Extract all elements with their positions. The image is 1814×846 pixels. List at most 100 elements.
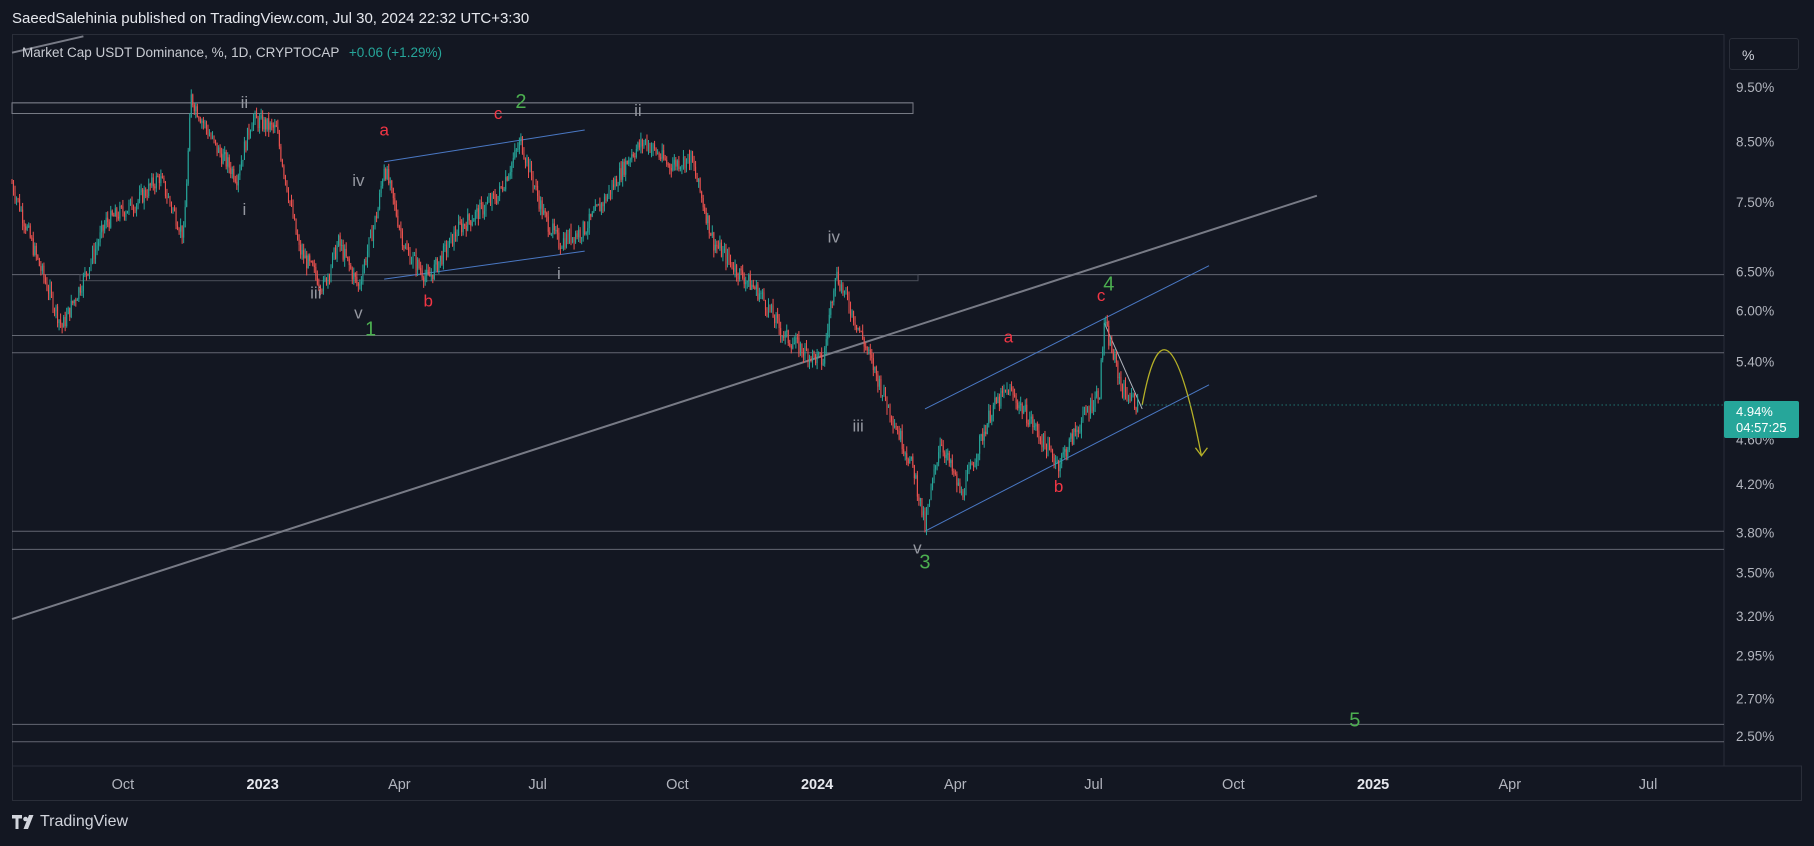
- candle-body: [253, 118, 255, 126]
- candle-body: [906, 453, 908, 459]
- wave-label: c: [494, 104, 503, 123]
- candle-body: [221, 153, 223, 164]
- candle-body: [944, 452, 946, 458]
- candle-body: [224, 151, 226, 155]
- candle-body: [459, 221, 461, 224]
- candle-body: [859, 327, 861, 332]
- candle-body: [394, 198, 396, 205]
- candle-body: [891, 417, 893, 421]
- y-tick-label: 7.50%: [1736, 195, 1774, 210]
- candle-body: [872, 358, 874, 371]
- candle-body: [839, 284, 841, 291]
- candle-body: [970, 463, 972, 469]
- candle-body: [307, 255, 309, 269]
- candle-body: [1015, 396, 1017, 403]
- candle-body: [652, 144, 654, 149]
- candle-body: [166, 195, 168, 198]
- candle-body: [177, 225, 179, 230]
- candle-body: [1020, 403, 1022, 406]
- candle-body: [830, 302, 832, 315]
- candle-body: [174, 208, 176, 211]
- candle-body: [216, 142, 218, 153]
- candle-body: [561, 247, 563, 249]
- candle-body: [521, 136, 523, 154]
- candle-body: [909, 459, 911, 464]
- candle-body: [769, 304, 771, 310]
- candle-body: [925, 513, 927, 530]
- candle-body: [766, 309, 768, 314]
- candle-body: [348, 258, 350, 266]
- candle-body: [862, 331, 864, 339]
- candle-body: [186, 183, 188, 207]
- candle-body: [218, 147, 220, 153]
- candle-body: [726, 252, 728, 264]
- candle-body: [661, 150, 663, 159]
- candle-body: [84, 271, 86, 276]
- candle-body: [875, 366, 877, 375]
- candle-body: [76, 299, 78, 301]
- candle-body: [1039, 438, 1041, 441]
- candle-body: [254, 112, 256, 119]
- candle-body: [102, 225, 104, 231]
- candle-body: [354, 273, 356, 277]
- candle-body: [152, 177, 154, 187]
- candle-body: [707, 215, 709, 224]
- candle-body: [133, 209, 135, 211]
- candle-body: [748, 274, 750, 282]
- price-axis: [1724, 34, 1802, 766]
- candle-body: [257, 118, 259, 129]
- candle-body: [145, 189, 147, 196]
- candle-body: [672, 164, 674, 171]
- wave-label: i: [243, 200, 247, 219]
- candle-body: [256, 112, 258, 119]
- candle-body: [965, 477, 967, 496]
- candle-body: [368, 237, 370, 252]
- candle-body: [465, 225, 467, 231]
- candle-body: [287, 191, 289, 201]
- candle-body: [427, 269, 429, 274]
- candle-body: [199, 119, 201, 123]
- candle-body: [581, 237, 583, 239]
- candle-body: [681, 165, 683, 168]
- candle-body: [1109, 339, 1111, 346]
- candle-body: [547, 216, 549, 232]
- candle-body: [187, 150, 189, 184]
- candle-body: [959, 482, 961, 493]
- y-tick-label: 4.20%: [1736, 477, 1774, 492]
- candle-body: [456, 235, 458, 237]
- tradingview-footer[interactable]: TradingView: [12, 813, 128, 831]
- candle-body: [635, 148, 637, 157]
- percent-scale-button[interactable]: %: [1729, 38, 1799, 70]
- candle-body: [840, 284, 842, 291]
- candle-body: [1115, 353, 1117, 363]
- chart-legend[interactable]: Market Cap USDT Dominance, %, 1D, CRYPTO…: [22, 45, 442, 60]
- candle-body: [105, 217, 107, 225]
- candle-body: [992, 405, 994, 416]
- candle-body: [359, 284, 361, 286]
- candle-body: [1134, 394, 1136, 408]
- candle-body: [1049, 442, 1051, 449]
- candle-body: [66, 314, 68, 327]
- chart-frame[interactable]: [12, 34, 1802, 801]
- candle-body: [610, 190, 612, 195]
- candle-body: [85, 271, 87, 274]
- candle-body: [834, 278, 836, 291]
- candle-body: [1106, 321, 1108, 326]
- candle-body: [1038, 430, 1040, 439]
- candle-body: [461, 223, 463, 233]
- candle-body: [370, 230, 372, 238]
- candle-body: [546, 212, 548, 217]
- candle-body: [215, 140, 217, 143]
- candle-body: [897, 429, 899, 432]
- candle-body: [298, 239, 300, 245]
- candle-body: [966, 470, 968, 478]
- candle-body: [792, 344, 794, 349]
- candle-body: [553, 223, 555, 231]
- candle-body: [628, 160, 630, 165]
- candle-body: [34, 245, 36, 255]
- candle-body: [157, 176, 159, 178]
- candle-body: [695, 166, 697, 176]
- wave-label: ii: [634, 101, 642, 120]
- candle-body: [723, 249, 725, 251]
